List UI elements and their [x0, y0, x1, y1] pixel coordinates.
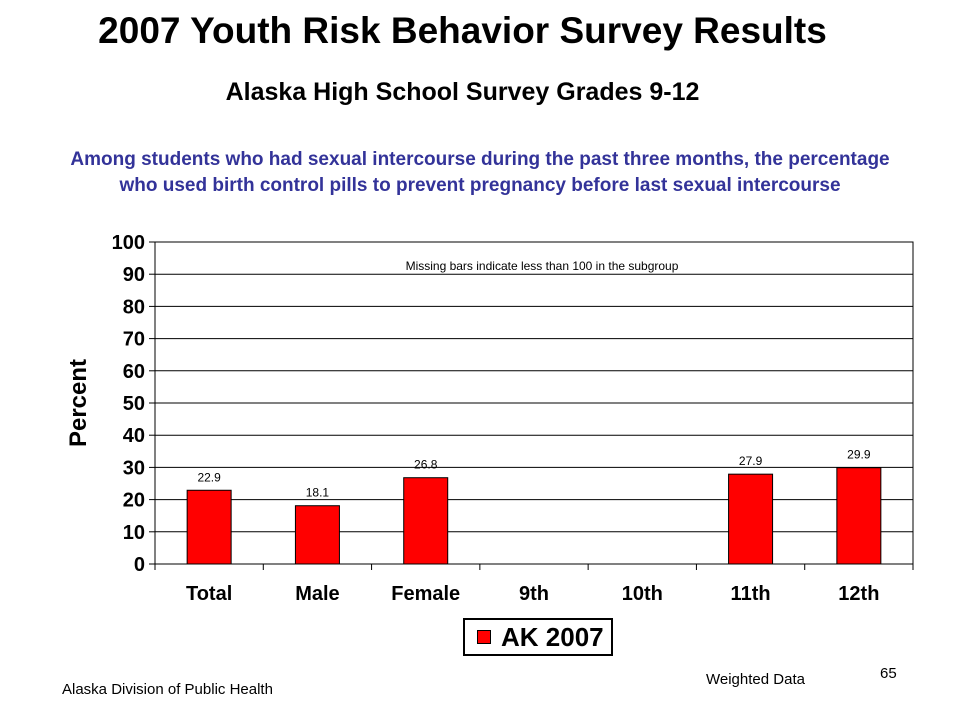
- page-number: 65: [880, 665, 897, 682]
- y-tick-label: 40: [123, 425, 145, 447]
- y-tick-label: 80: [123, 296, 145, 318]
- data-label: 29.9: [847, 448, 871, 462]
- y-tick-label: 50: [123, 393, 145, 415]
- data-label: 22.9: [197, 470, 221, 484]
- footer-weighted-note: Weighted Data: [706, 671, 805, 688]
- y-tick-label: 20: [123, 490, 145, 512]
- x-tick-label: 10th: [622, 583, 663, 605]
- y-tick-label: 30: [123, 457, 145, 479]
- data-label: 27.9: [739, 454, 763, 468]
- footer-source: Alaska Division of Public Health: [62, 681, 273, 698]
- y-tick-label: 60: [123, 361, 145, 383]
- chart-legend: AK 2007: [463, 618, 613, 656]
- y-tick-label: 70: [123, 329, 145, 351]
- x-tick-label: Male: [295, 583, 339, 605]
- x-tick-label: 12th: [838, 583, 879, 605]
- x-tick-label: 9th: [519, 583, 549, 605]
- legend-swatch: [477, 630, 491, 644]
- y-tick-label: 100: [112, 232, 145, 254]
- bar: [728, 473, 774, 565]
- bar: [836, 467, 882, 565]
- slide-subtitle: Alaska High School Survey Grades 9-12: [225, 78, 700, 106]
- y-tick-label: 10: [123, 522, 145, 544]
- data-label: 26.8: [414, 458, 438, 472]
- chart-question: Among students who had sexual intercours…: [70, 149, 890, 196]
- slide-title: 2007 Youth Risk Behavior Survey Results: [98, 10, 827, 51]
- bar: [186, 489, 232, 565]
- bar: [294, 505, 340, 565]
- x-tick-label: Total: [186, 583, 232, 605]
- data-label: 18.1: [306, 486, 330, 500]
- chart-annotation: Missing bars indicate less than 100 in t…: [406, 259, 679, 273]
- legend-label: AK 2007: [501, 622, 604, 652]
- bar: [403, 477, 449, 565]
- x-tick-label: Female: [391, 583, 460, 605]
- y-tick-label: 90: [123, 264, 145, 286]
- y-axis-label: Percent: [65, 359, 92, 447]
- y-tick-label: 0: [134, 554, 145, 576]
- x-tick-label: 11th: [731, 583, 771, 605]
